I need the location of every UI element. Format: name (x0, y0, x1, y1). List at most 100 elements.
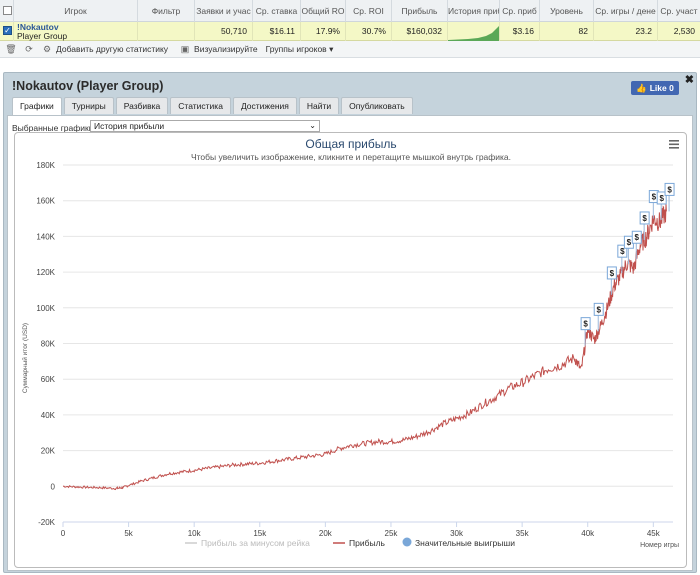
y-tick-label: 100K (36, 304, 55, 313)
legend-item-profit[interactable]: Прибыль (349, 538, 386, 548)
x-tick-label: 40k (581, 529, 595, 538)
x-tick-label: 30k (450, 529, 464, 538)
flag-label: $ (667, 185, 672, 194)
column-header-profit-history[interactable]: История приб (448, 0, 500, 22)
player-group: Player Group (17, 31, 68, 41)
select-all-checkbox[interactable] (0, 0, 14, 22)
x-tick-label: 5k (124, 529, 133, 538)
column-header-total-roi[interactable]: Общий RO (301, 0, 346, 22)
profit-history-sparkline (448, 22, 500, 41)
tab-statistics[interactable]: Статистика (170, 97, 231, 114)
y-tick-label: 180K (36, 161, 55, 170)
legend-item-big-wins[interactable]: Значительные выигрыши (415, 538, 515, 548)
grid-header: Игрок Фильтр Заявки и учас Ср. ставка Об… (0, 0, 700, 22)
flag-label: $ (652, 193, 657, 202)
avg-stake-cell: $16.11 (253, 22, 301, 41)
like-label: Like 0 (649, 83, 674, 93)
column-header-entries[interactable]: Заявки и учас (195, 0, 253, 22)
flag-label: $ (642, 214, 647, 223)
x-tick-label: 10k (188, 529, 202, 538)
flag-box (606, 266, 617, 280)
player-groups-dropdown[interactable]: Группы игроков ▾ (266, 44, 334, 55)
flag-label: $ (596, 305, 601, 314)
big-win-flag[interactable]: $ (631, 230, 642, 260)
column-header-player[interactable]: Игрок (14, 0, 138, 22)
chart-select[interactable]: История прибыли ⌄ (90, 120, 320, 132)
thumbs-up-icon: 👍 (636, 82, 647, 93)
player-cell[interactable]: !Nokautov Player Group (14, 22, 138, 41)
player-panel: !Nokautov (Player Group) ✖ 👍 Like 0 Графи… (3, 72, 697, 573)
x-tick-label: 25k (385, 529, 399, 538)
column-header-filter[interactable]: Фильтр (138, 0, 195, 22)
close-icon[interactable]: ✖ (684, 74, 694, 86)
y-tick-label: 40K (41, 411, 56, 420)
level-cell: 82 (540, 22, 594, 41)
flag-label: $ (583, 320, 588, 329)
player-name[interactable]: !Nokautov (17, 22, 59, 32)
chart-menu-icon[interactable] (669, 140, 679, 149)
flag-label: $ (659, 194, 664, 203)
tab-tournaments[interactable]: Турниры (63, 97, 114, 114)
tab-publish[interactable]: Опубликовать (341, 97, 413, 114)
tab-achievements[interactable]: Достижения (232, 97, 297, 114)
chevron-down-icon: ⌄ (309, 121, 316, 130)
big-win-flag[interactable]: $ (606, 266, 617, 295)
big-win-flag[interactable]: $ (656, 191, 667, 220)
table-row[interactable]: ✓ !Nokautov Player Group 50,710 $16.11 1… (0, 22, 700, 41)
settings-icon[interactable]: ⚙ (42, 43, 52, 54)
flag-label: $ (635, 233, 640, 242)
y-tick-label: 80K (41, 340, 56, 349)
image-icon[interactable]: ▣ (180, 43, 190, 54)
column-header-avg-entries[interactable]: Ср. участ (660, 6, 698, 16)
legend-item-net-profit[interactable]: Прибыль за минусом рейка (201, 538, 310, 548)
tab-breakdown[interactable]: Разбивка (115, 97, 169, 114)
facebook-like-button[interactable]: 👍 Like 0 (631, 81, 679, 95)
column-header-games-per-day[interactable]: Ср. игры / дене (594, 0, 658, 22)
flag-box (580, 317, 591, 331)
column-header-profit[interactable]: Прибыль (392, 0, 448, 22)
x-tick-label: 15k (253, 529, 267, 538)
y-tick-label: 140K (36, 232, 55, 241)
tab-content: Выбранные графики: История прибыли ⌄ Обща… (7, 115, 693, 571)
y-tick-label: 120K (36, 268, 55, 277)
x-tick-label: 45k (647, 529, 661, 538)
chart-svg[interactable]: Общая прибыль Чтобы увеличить изображени… (15, 133, 686, 567)
x-tick-label: 35k (516, 529, 530, 538)
flag-label: $ (627, 238, 632, 247)
flag-box (639, 211, 650, 225)
column-header-avg-profit[interactable]: Ср. приб (500, 0, 540, 22)
y-axis-label: Суммарный итог (USD) (21, 323, 29, 393)
series-line-profit (62, 203, 667, 491)
row-checkbox[interactable]: ✓ (0, 22, 14, 41)
profit-chart[interactable]: Общая прибыль Чтобы увеличить изображени… (14, 132, 687, 568)
y-tick-label: 0 (51, 482, 56, 491)
column-header-avg-stake[interactable]: Ср. ставка (253, 0, 301, 22)
avg-profit-cell: $3.16 (500, 22, 540, 41)
panel-title: !Nokautov (Player Group) (12, 79, 164, 93)
big-win-flag[interactable]: $ (580, 317, 591, 346)
trash-icon[interactable]: 🗑 (5, 43, 17, 54)
big-win-flag[interactable]: $ (617, 244, 628, 274)
chart-title: Общая прибыль (305, 137, 396, 151)
chart-select-value: История прибыли (94, 121, 165, 131)
avg-entries-cell: 2,530 (673, 26, 695, 36)
avg-roi-cell: 30.7% (346, 22, 392, 41)
y-tick-label: 20K (41, 447, 56, 456)
y-tick-label: 160K (36, 197, 55, 206)
column-header-avg-roi[interactable]: Ср. ROI (346, 0, 392, 22)
panel-tabs: Графики Турниры Разбивка Статистика Дост… (12, 97, 415, 115)
big-win-flag[interactable]: $ (664, 182, 675, 212)
refresh-icon[interactable]: ⟳ (25, 43, 33, 54)
flag-box (631, 230, 642, 244)
tab-charts[interactable]: Графики (12, 97, 62, 115)
tab-find[interactable]: Найти (298, 97, 340, 114)
column-header-level[interactable]: Уровень (540, 0, 594, 22)
visualize-button[interactable]: Визуализируйте (194, 44, 258, 54)
grid-toolbar: 🗑 ⟳ ⚙ Добавить другую статистику ▣ Визуа… (0, 41, 700, 58)
big-win-flag[interactable]: $ (593, 302, 604, 332)
big-win-flag[interactable]: $ (639, 211, 650, 240)
add-stat-button[interactable]: Добавить другую статистику (56, 44, 169, 54)
x-tick-label: 20k (319, 529, 333, 538)
filter-cell (138, 22, 195, 41)
total-roi-cell: 17.9% (301, 22, 346, 41)
